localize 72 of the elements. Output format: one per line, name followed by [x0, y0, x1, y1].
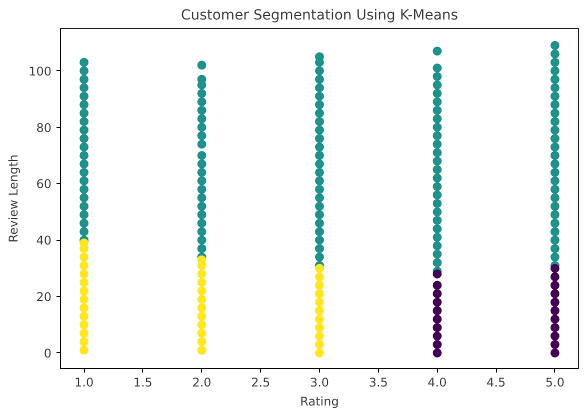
- point: [550, 332, 560, 341]
- point: [432, 298, 442, 307]
- y-tick-label: 100: [28, 64, 52, 78]
- x-tick-label: 3.5: [368, 376, 388, 390]
- point: [315, 348, 324, 358]
- point: [432, 332, 442, 341]
- point: [432, 323, 442, 332]
- y-tick-label: 60: [36, 177, 52, 192]
- point: [432, 348, 442, 358]
- point: [197, 294, 206, 304]
- x-tick-label: 3.0: [310, 376, 330, 390]
- x-tick-label: 4.5: [486, 376, 506, 390]
- point: [197, 286, 206, 296]
- point: [197, 346, 206, 355]
- point: [315, 314, 324, 324]
- point: [315, 306, 324, 316]
- point: [550, 323, 560, 332]
- x-tick-label: 1.0: [74, 376, 94, 390]
- point: [80, 269, 89, 278]
- point: [80, 286, 89, 296]
- point: [197, 328, 206, 338]
- y-tick-label: 0: [44, 346, 52, 360]
- point: [550, 314, 560, 324]
- point: [550, 272, 560, 282]
- x-tick-label: 5.0: [545, 376, 565, 390]
- point: [432, 289, 442, 298]
- point: [315, 298, 324, 307]
- point: [550, 264, 560, 273]
- point: [80, 337, 89, 346]
- chart-title: Customer Segmentation Using K-Means: [180, 8, 458, 24]
- point: [197, 312, 206, 321]
- y-tick-label: 80: [36, 120, 52, 135]
- point: [80, 312, 89, 321]
- point: [80, 294, 89, 304]
- point: [197, 303, 206, 312]
- y-tick-label: 20: [36, 290, 52, 304]
- point: [197, 320, 206, 330]
- x-tick-label: 2.0: [192, 376, 212, 390]
- point: [197, 337, 206, 346]
- point: [80, 320, 89, 330]
- point: [80, 252, 89, 262]
- point: [432, 314, 442, 324]
- point: [432, 269, 442, 278]
- y-axis-title: Review Length: [6, 154, 21, 243]
- point: [315, 272, 324, 282]
- y-tick-label: 40: [36, 234, 52, 248]
- point: [315, 289, 324, 298]
- x-tick-label: 2.5: [251, 376, 270, 390]
- point: [197, 269, 206, 278]
- point: [432, 340, 442, 350]
- point: [315, 264, 324, 273]
- point: [550, 298, 560, 307]
- point: [315, 323, 324, 332]
- point: [550, 340, 560, 350]
- point: [550, 289, 560, 298]
- point: [432, 306, 442, 316]
- point: [315, 280, 324, 290]
- point: [432, 280, 442, 290]
- point: [550, 306, 560, 316]
- point: [315, 340, 324, 350]
- point: [550, 348, 560, 358]
- point: [80, 278, 89, 287]
- x-tick-label: 1.5: [133, 376, 152, 390]
- point: [315, 332, 324, 341]
- point: [80, 303, 89, 312]
- point: [80, 328, 89, 338]
- x-axis-title: Rating: [300, 394, 339, 408]
- point: [197, 278, 206, 287]
- point: [80, 261, 89, 270]
- x-tick-label: 4.0: [428, 376, 447, 390]
- point: [550, 280, 560, 290]
- point: [80, 346, 89, 355]
